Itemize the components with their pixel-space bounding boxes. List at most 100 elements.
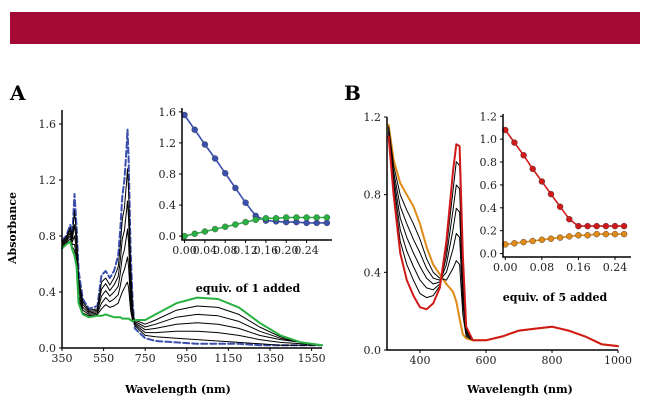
panel-a-inset-ytick-label-3: 1.2 [159,137,177,150]
panel-b-inset-series-0-point-5 [547,190,555,198]
panel-a-xlabel: Wavelength (nm) [124,383,231,396]
panel-a-inset-series-0-point-6 [242,199,249,206]
panel-b-main-ytick-label-1: 0.4 [364,266,382,279]
panel-b-inset-xlabel: equiv. of 5 added [503,291,608,304]
panel-b-inset-ytick-label-6: 1.2 [480,110,498,123]
panel-b-inset-series-1-point-8 [575,232,582,239]
panel-b-inset-ytick-label-4: 0.8 [480,156,498,169]
panel-a-inset-xtick-label-1: 0.04 [193,244,218,257]
panel-a-inset-ytick-label-4: 1.6 [159,106,177,119]
panel-b-inset-series-1-point-12 [611,230,619,238]
panel-b-inset-xtick-label-1: 0.08 [530,261,555,274]
panel-b-inset-ytick-label-3: 0.6 [480,179,498,192]
panel-a-inset-series-0-point-3 [211,155,219,162]
panel-b-main-ytick-label-0: 0.0 [364,344,382,357]
panel-a-inset-series-0-point-4 [221,169,229,177]
panel-a-inset-series-0-point-5 [232,184,239,192]
panel-a-inset-series-1-point-6 [242,218,249,226]
panel-a-inset-xtick-label-2: 0.08 [213,244,238,257]
panel-a-inset-ytick-label-2: 0.8 [159,168,177,181]
panel-b-main-xtick-label-2: 800 [542,354,563,367]
panel-b-inset-xtick-label-2: 0.16 [566,261,591,274]
panel-a-inset-xtick-label-6: 0.24 [294,244,319,257]
panel-b-inset-series-0-point-12 [611,222,619,230]
panel-a-inset-series-1-point-5 [232,221,239,228]
panel-b-main-ytick-label-2: 0.8 [364,189,382,202]
panel-b-inset-xtick-label-3: 0.24 [603,261,628,274]
panel-b-inset-ytick-label-0: 0.0 [480,248,498,261]
panel-b-inset-series-1-point-10 [593,230,600,238]
panel-a-inset-ytick-label-0: 0.0 [159,230,177,243]
panel-b-inset-series-0-point-13 [620,222,628,230]
panel-a-main-xtick-label-0: 350 [52,352,73,365]
panel-a-inset-series-0-point-14 [323,219,331,227]
panel-b-inset-series-0-point-10 [593,222,600,230]
panel-a-main-ytick-label-2: 0.8 [39,230,57,243]
panel-a-inset-xtick-label-3: 0.12 [233,244,258,257]
panel-a-inset-series-1-point-4 [221,223,229,231]
panel-a-main-series-line-6 [61,240,323,347]
panel-a-inset-xtick-label-0: 0.00 [172,244,197,257]
panel-a-main-ytick-label-3: 1.2 [39,174,57,187]
panel-b-inset-ytick-label-1: 0.2 [480,225,498,238]
panel-a-main-xtick-label-5: 1350 [256,352,284,365]
panel-a-main-xtick-label-1: 550 [93,352,114,365]
panel-a-inset-series-1-point-7 [252,216,259,224]
panel-a-label: A [9,81,26,105]
panel-b-inset-plot: 0.00 0.08 0.16 0.24 0.0 0.2 0.4 0.6 0.8 1.0 1.2 [472,108,636,274]
panel-a-inset-series-1-point-11 [293,214,300,221]
panel-a-main-ytick-label-1: 0.4 [39,286,57,299]
panel-b-inset-ytick-label-5: 1.0 [480,133,498,146]
panel-b-inset-series-0-point-1 [511,139,518,146]
panel-b-inset-series-0-point-11 [602,222,610,230]
panel-b-inset-series-1-point-4 [538,236,546,244]
panel-b-label: B [344,81,361,105]
panel-b-inset-series-0-point-8 [575,222,582,230]
panel-b-inset-series-0-point-2 [520,151,527,159]
panel-a-main-ytick-label-4: 1.6 [39,118,57,131]
panel-a: A Absorbance Wavelength (nm) 350 550 750 95… [6,81,339,396]
panel-b-inset-series-0-point-3 [529,165,536,173]
panel-a-inset-series-0-point-13 [313,219,320,227]
panel-a-main-xtick-label-6: 1550 [298,352,326,365]
panel-b-main-xtick-label-0: 400 [410,354,431,367]
panel-b-inset-series-0-point-9 [584,222,591,230]
panel-a-main-xtick-label-2: 750 [135,352,156,365]
panel-b-inset-series-1-point-2 [520,238,527,246]
panel-a-inset-plot: 0.000.040.080.120.160.200.24 0.0 0.4 0.8 1.2… [159,101,339,257]
panel-b-inset-series-0-point-6 [556,203,564,210]
panel-b-inset-xtick-label-0: 0.00 [493,261,518,274]
panel-a-main-xtick-label-3: 950 [176,352,197,365]
panel-a-inset-axes [181,108,332,241]
panel-b-inset-series-1-point-3 [529,237,536,245]
panel-a-inset-series-0-point-1 [191,126,198,133]
panel-b-inset-series-1-point-1 [511,240,518,247]
panel-a-inset-series-1-point-10 [283,214,290,221]
panel-b-inset-ytick-label-2: 0.4 [480,202,498,215]
panel-a-inset-xtick-label-4: 0.16 [254,244,279,257]
panel-a-inset-series-1-point-2 [201,228,209,235]
panel-b-main-xtick-label-1: 600 [476,354,497,367]
panel-a-inset-series-0-point-2 [201,141,209,148]
panel-a-main-xtick-label-4: 1150 [214,352,242,365]
panel-a-main-ytick-label-0: 0.0 [39,342,57,355]
panel-b: B Wavelength (nm) 400 600 800 1000 0.0 0.4 0.8… [344,81,636,396]
panel-b-main-series-line-6 [387,135,619,348]
panel-a-inset-xtick-label-5: 0.20 [274,244,299,257]
panel-a-inset-series-1-point-1 [191,230,198,238]
panel-b-xlabel: Wavelength (nm) [466,383,573,396]
panel-b-inset-series-1-point-13 [620,230,628,238]
panel-a-inset-series-1-point-8 [262,215,270,222]
panel-a-inset-series-1-point-9 [272,215,280,222]
panel-a-inset-xlabel: equiv. of 1 added [196,282,301,295]
panel-b-inset-series-1-point-7 [566,233,573,240]
panel-b-inset-series-0-point-4 [538,178,546,185]
panel-a-main-plot: 350 550 750 950 1150 1350 1550 0.0 0.4 0.8 1.2 1.6 [39,110,326,365]
panel-a-inset-series-1-point-12 [303,214,310,221]
panel-b-inset-series-1-point-9 [584,232,591,239]
panel-b-inset-series-1-point-11 [602,230,610,238]
panel-a-inset-ytick-label-1: 0.4 [159,199,177,212]
panel-a-inset-series-1-point-3 [211,225,219,233]
panel-b-inset-series-1-point-6 [556,234,564,241]
panel-b-main-ytick-label-3: 1.2 [364,111,382,124]
